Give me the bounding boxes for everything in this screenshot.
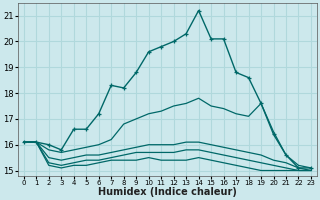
X-axis label: Humidex (Indice chaleur): Humidex (Indice chaleur) — [98, 187, 237, 197]
